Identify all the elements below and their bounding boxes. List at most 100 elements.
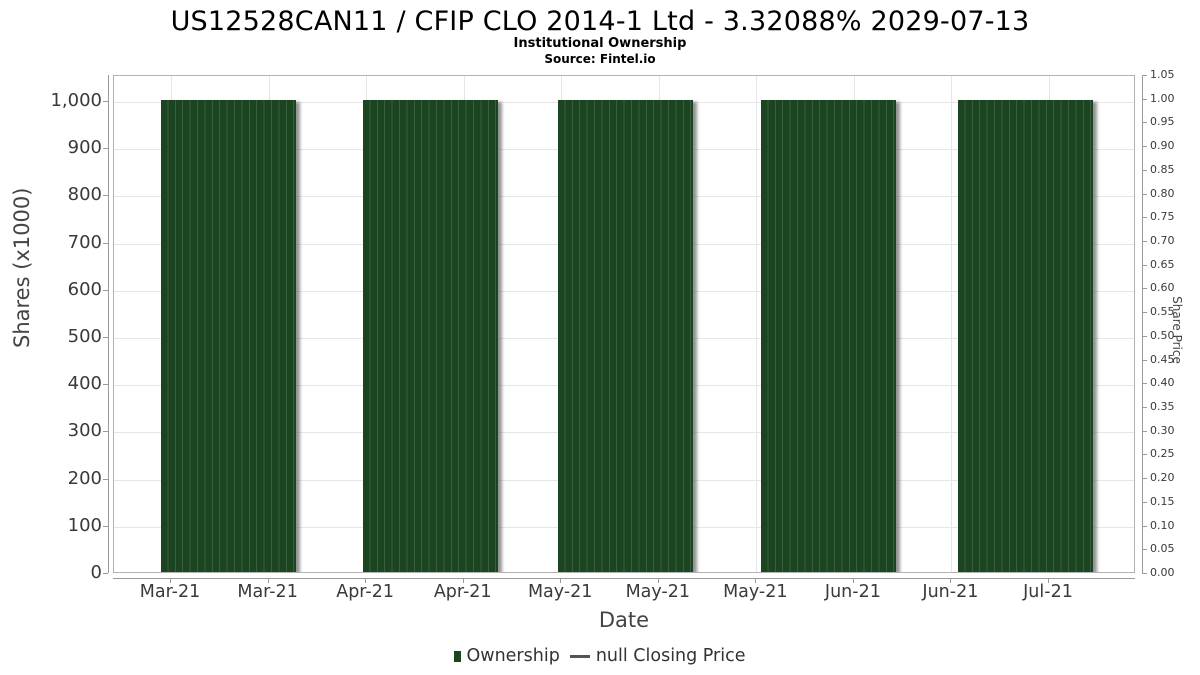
x-axis-tick: [657, 578, 659, 583]
right-axis-tick-label: 0.05: [1150, 542, 1175, 556]
legend-item-closing-price: null Closing Price: [569, 646, 746, 666]
left-axis-tick: [103, 525, 108, 527]
right-axis-tick-label: 0.45: [1150, 352, 1175, 366]
right-axis-tick-label: 0.10: [1150, 518, 1175, 532]
left-axis-tick: [103, 148, 108, 150]
right-axis-tick: [1142, 335, 1147, 337]
right-axis-tick: [1142, 454, 1147, 456]
v-gridline: [756, 76, 758, 572]
right-axis-tick-label: 0.75: [1150, 210, 1175, 224]
left-axis-tick-label: 400: [67, 373, 102, 395]
right-axis-tick: [1142, 359, 1147, 361]
x-axis-tick: [170, 578, 171, 583]
left-axis-tick: [103, 242, 108, 244]
right-axis-tick-label: 0.55: [1150, 305, 1175, 319]
right-axis-tick: [1142, 146, 1147, 148]
right-axis-tick: [1142, 241, 1147, 242]
left-axis-tick-label: 900: [67, 137, 102, 159]
left-axis-tick: [103, 337, 108, 338]
right-axis-tick-label: 0.50: [1150, 328, 1175, 342]
right-axis-tick: [1142, 75, 1147, 76]
left-axis-tick: [103, 101, 108, 102]
ownership-bar: [958, 100, 1093, 572]
ownership-bar: [161, 100, 296, 572]
chart-title: US12528CAN11 / CFIP CLO 2014-1 Ltd - 3.3…: [170, 6, 1030, 37]
plot-area: [113, 75, 1135, 573]
right-axis-tick: [1142, 478, 1147, 480]
right-axis-tick-label: 1.00: [1150, 91, 1175, 105]
right-axis-tick-label: 0.85: [1150, 162, 1175, 176]
right-axis-tick-label: 0.35: [1150, 400, 1175, 413]
left-axis-tick-label: 100: [67, 514, 102, 536]
legend-item-ownership: Ownership: [454, 646, 560, 666]
x-axis-tick: [560, 578, 562, 583]
left-axis-tick: [103, 384, 108, 386]
left-axis-tick: [103, 478, 108, 480]
x-axis-tick-label: May-21: [723, 582, 788, 602]
right-axis-tick: [1142, 383, 1147, 385]
x-axis-line: [113, 578, 1135, 579]
right-axis-tick-label: 0.15: [1150, 494, 1175, 508]
x-axis-tick: [365, 578, 367, 583]
right-axis-tick: [1142, 549, 1147, 551]
right-axis-line: [1142, 75, 1143, 573]
x-axis-tick-label: Jun-21: [824, 582, 881, 602]
right-axis-tick: [1142, 430, 1147, 432]
chart-subtitle: Institutional Ownership: [513, 36, 687, 51]
right-axis-tick-label: 0.95: [1150, 115, 1175, 129]
right-axis-tick: [1142, 122, 1147, 124]
x-axis-tick: [462, 578, 464, 583]
x-axis-tick-label: Apr-21: [336, 582, 394, 602]
right-axis-tick: [1142, 288, 1147, 290]
left-axis-tick-label: 800: [67, 184, 102, 206]
x-axis-tick-label: Jul-21: [1023, 582, 1073, 602]
left-axis-tick-label: 1,000: [50, 90, 102, 111]
ownership-bar: [363, 100, 498, 572]
x-axis-tick-label: Jun-21: [922, 582, 979, 602]
left-axis-tick-label: 600: [67, 278, 102, 300]
ownership-legend-label: Ownership: [466, 646, 560, 666]
left-axis-tick-label: 200: [67, 467, 102, 489]
right-axis-tick-label: 0.60: [1150, 281, 1175, 295]
right-axis-tick: [1142, 525, 1147, 527]
left-axis-tick: [103, 431, 108, 433]
x-axis-tick-label: May-21: [625, 582, 691, 602]
ownership-bar: [761, 100, 896, 572]
right-axis-tick-label: 0.40: [1150, 376, 1175, 390]
left-axis-tick-label: 700: [67, 231, 102, 253]
right-axis-tick: [1142, 264, 1147, 266]
left-axis-line: [108, 75, 109, 573]
right-axis-tick: [1142, 407, 1147, 408]
right-axis-tick-label: 0.25: [1150, 447, 1175, 461]
x-axis-tick: [755, 578, 757, 583]
left-axis-tick: [103, 573, 108, 574]
v-gridline: [951, 76, 953, 572]
left-axis-tick: [103, 289, 108, 291]
right-axis-tick-label: 0.80: [1150, 186, 1175, 200]
right-axis-tick: [1142, 573, 1147, 574]
x-axis-title: Date: [598, 608, 650, 632]
right-axis-tick: [1142, 501, 1147, 503]
right-axis-tick-label: 0.20: [1150, 471, 1175, 485]
right-axis-tick-label: 1.05: [1150, 68, 1175, 81]
left-axis-tick-label: 500: [67, 326, 102, 347]
right-axis-tick-label: 0.90: [1150, 139, 1175, 153]
closing-price-line-swatch-icon: [569, 654, 590, 658]
closing-price-legend-label: null Closing Price: [595, 646, 746, 666]
right-axis-tick: [1142, 193, 1147, 195]
x-axis-tick: [1048, 578, 1049, 583]
x-axis-tick-label: Mar-21: [237, 582, 298, 602]
right-axis-tick-label: 0.00: [1150, 566, 1175, 579]
chart-source: Source: Fintel.io: [544, 52, 656, 66]
x-axis-tick-label: Apr-21: [433, 582, 492, 602]
left-axis-tick: [103, 195, 108, 197]
right-axis-tick-label: 0.70: [1150, 234, 1175, 247]
left-axis-tick-label: 0: [90, 562, 102, 583]
right-axis-tick: [1142, 98, 1147, 100]
ownership-bar: [558, 100, 693, 572]
right-axis-tick: [1142, 312, 1147, 314]
right-axis-tick-label: 0.65: [1150, 257, 1175, 271]
legend: Ownership null Closing Price: [0, 646, 1200, 666]
right-axis-tick: [1142, 217, 1147, 219]
